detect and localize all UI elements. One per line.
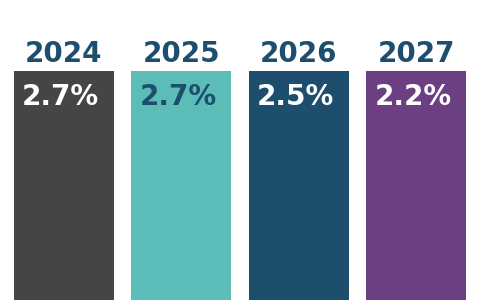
Text: 2026: 2026 xyxy=(260,40,337,68)
Text: 2.7%: 2.7% xyxy=(140,83,216,111)
FancyBboxPatch shape xyxy=(131,71,231,300)
Text: 2024: 2024 xyxy=(25,40,102,68)
FancyBboxPatch shape xyxy=(13,71,114,300)
FancyBboxPatch shape xyxy=(249,71,349,300)
Text: 2.2%: 2.2% xyxy=(375,83,452,111)
Text: 2027: 2027 xyxy=(378,40,455,68)
FancyBboxPatch shape xyxy=(366,71,467,300)
Text: 2025: 2025 xyxy=(143,40,220,68)
Text: 2.5%: 2.5% xyxy=(257,83,334,111)
Text: 2.7%: 2.7% xyxy=(22,83,99,111)
